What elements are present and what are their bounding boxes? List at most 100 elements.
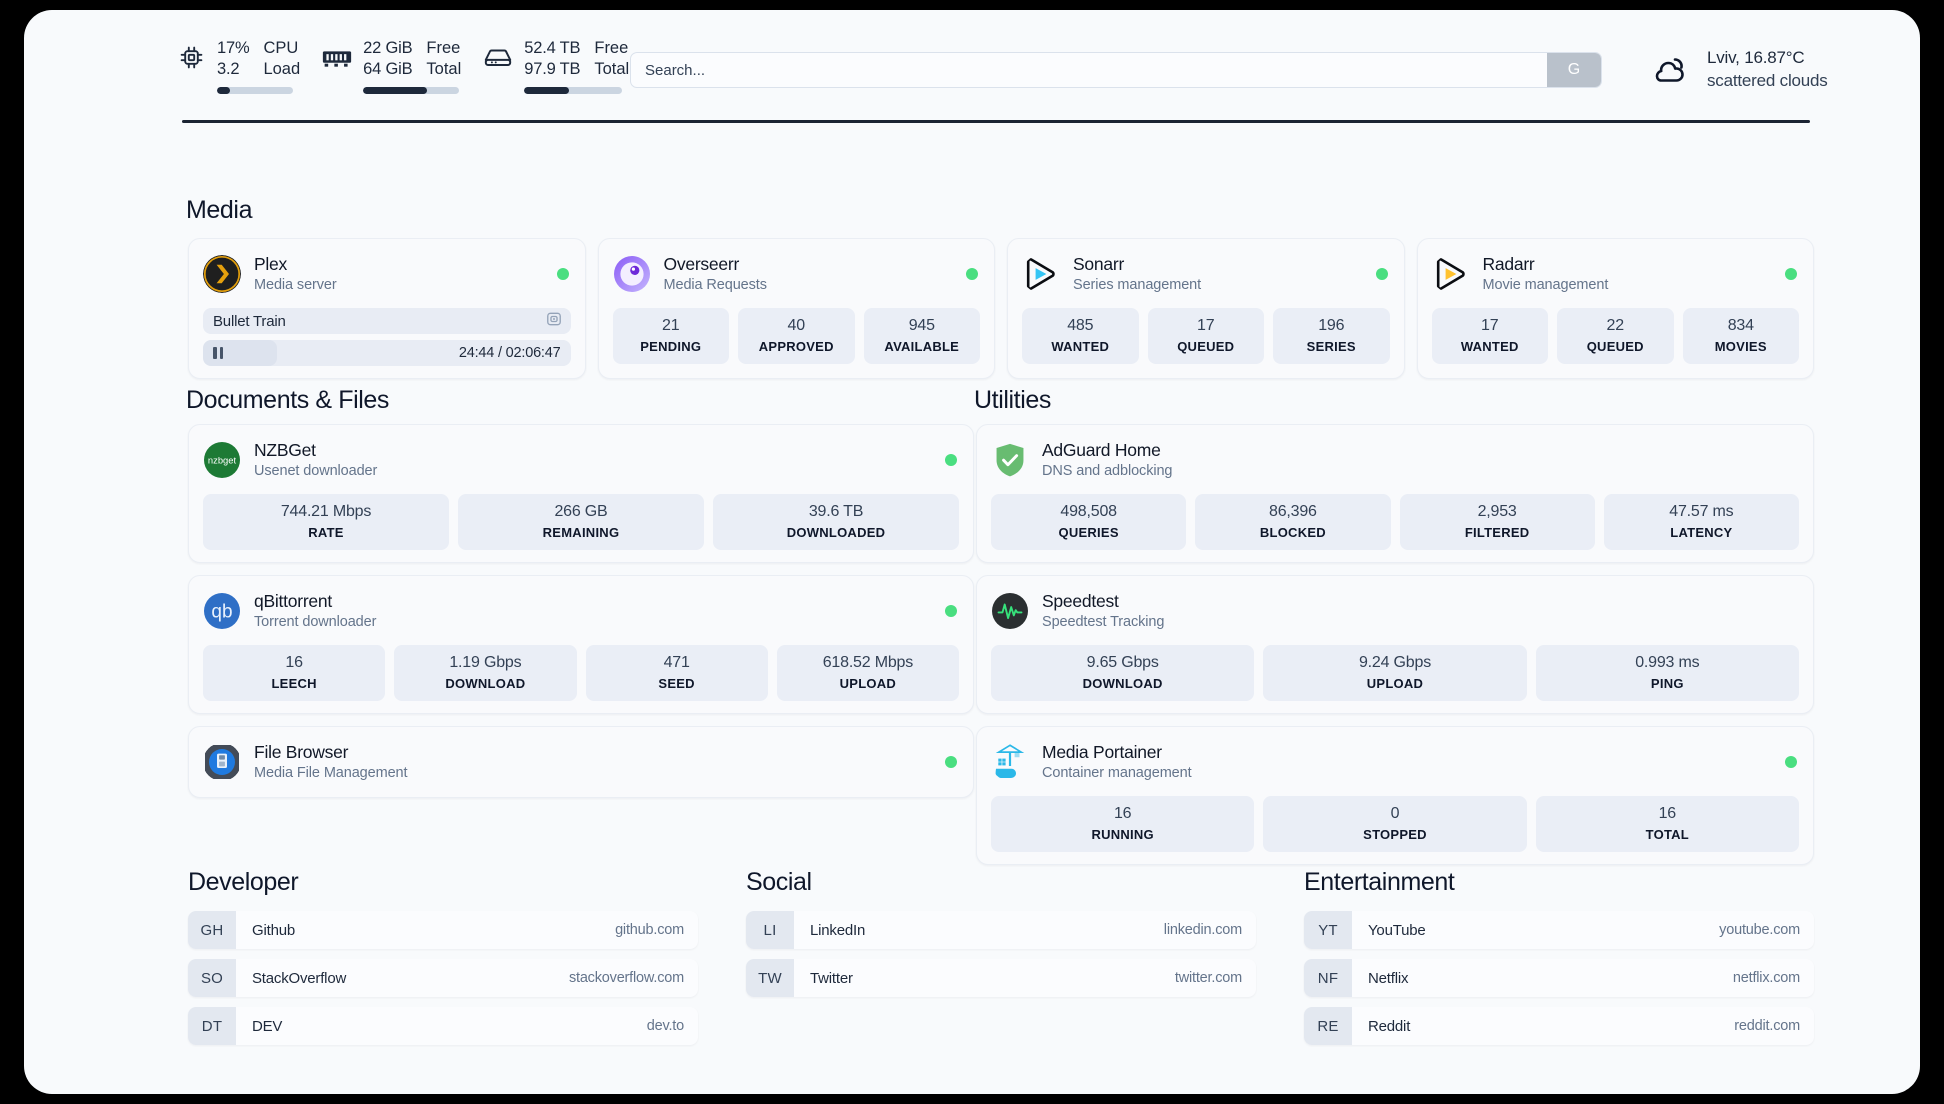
bookmark-row[interactable]: SO StackOverflow stackoverflow.com [188, 959, 698, 997]
widget-label-2: Total [594, 60, 630, 78]
bookmark-row[interactable]: TW Twitter twitter.com [746, 959, 1256, 997]
search-input[interactable] [631, 53, 1547, 87]
stat-value: 17 [1197, 317, 1215, 334]
radarr-logo-icon [1432, 255, 1470, 293]
search-bar[interactable]: G [630, 52, 1602, 88]
stat-label: DOWNLOADED [786, 525, 886, 540]
stat-tile[interactable]: 618.52 Mbps UPLOAD [776, 645, 959, 701]
stat-tile[interactable]: 17 QUEUED [1147, 308, 1264, 364]
stat-tile[interactable]: 1.19 Gbps DOWNLOAD [394, 645, 577, 701]
header-divider [182, 120, 1810, 123]
status-badge [1785, 268, 1797, 280]
stat-label: QUERIES [1058, 525, 1119, 540]
service-card[interactable]: Speedtest Speedtest Tracking 9.65 Gbps DOWN… [976, 575, 1814, 714]
stat-tile[interactable]: 498,508 QUERIES [991, 494, 1187, 550]
stat-value: 21 [662, 317, 680, 334]
stat-tile[interactable]: 2,953 FILTERED [1399, 494, 1595, 550]
weather-condition: scattered clouds [1707, 71, 1828, 90]
stat-tile[interactable]: 16 LEECH [203, 645, 386, 701]
service-subtitle: Media Requests [663, 277, 767, 293]
bookmark-row[interactable]: YT YouTube youtube.com [1304, 911, 1814, 949]
plex-logo-icon [203, 255, 241, 293]
pause-icon[interactable] [213, 347, 223, 359]
service-card-header: Speedtest Speedtest Tracking [991, 588, 1799, 634]
status-badge [556, 268, 569, 280]
service-card-header: Media Portainer Container management [991, 739, 1799, 785]
memory-stick-icon [322, 40, 352, 74]
widget-progress-bar [363, 87, 460, 94]
stat-tile[interactable]: 471 SEED [585, 645, 768, 701]
service-subtitle: Container management [1042, 765, 1192, 781]
stat-tile[interactable]: 16 RUNNING [991, 796, 1255, 852]
bookmark-row[interactable]: LI LinkedIn linkedin.com [746, 911, 1256, 949]
stat-tile[interactable]: 0.993 ms PING [1535, 645, 1799, 701]
playback-progress-bar[interactable]: 24:44 / 02:06:47 [203, 340, 571, 366]
stat-tile[interactable]: 9.65 Gbps DOWNLOAD [991, 645, 1255, 701]
stat-tile[interactable]: 834 MOVIES [1682, 308, 1799, 364]
service-card[interactable]: Overseerr Media Requests 21 PENDING 40 APPROV… [597, 238, 995, 379]
bookmark-row[interactable]: NF Netflix netflix.com [1304, 959, 1814, 997]
stat-label: SERIES [1306, 339, 1356, 354]
bookmark-group: Social LI LinkedIn linkedin.com TW Twitter twi… [746, 868, 1256, 1045]
service-card[interactable]: AdGuard Home DNS and adblocking 498,508 QUE… [976, 424, 1814, 563]
now-playing-title: Bullet Train [213, 312, 286, 330]
service-name: Media Portainer [1042, 742, 1162, 762]
stat-value: 196 [1318, 317, 1345, 334]
stat-tile[interactable]: 39.6 TB DOWNLOADED [713, 494, 959, 550]
section-title-utilities: Utilities [974, 386, 1051, 414]
stat-tile[interactable]: 0 STOPPED [1263, 796, 1527, 852]
stat-tile[interactable]: 266 GB REMAINING [458, 494, 704, 550]
status-badge [1375, 268, 1388, 280]
stat-value: 498,508 [1060, 503, 1117, 520]
service-card[interactable]: nzbget NZBGet Usenet downloader 744.21 Mbp… [188, 424, 974, 563]
stat-label: QUEUED [1586, 339, 1644, 354]
service-card[interactable]: Media Portainer Container management 16 RUN… [976, 726, 1814, 865]
service-card[interactable]: Plex Media server Bullet Train 24:44 / 02:… [188, 238, 586, 379]
system-widget-hard-drive: 52.4 TB 97.9 TB Free Total [483, 38, 629, 94]
bookmark-row[interactable]: GH Github github.com [188, 911, 698, 949]
stat-label: LEECH [271, 676, 317, 691]
stat-tile[interactable]: 40 APPROVED [738, 308, 855, 364]
service-stats: 16 RUNNING 0 STOPPED 16 TOTAL [991, 796, 1799, 852]
stat-tile[interactable]: 86,396 BLOCKED [1195, 494, 1391, 550]
stat-label: AVAILABLE [884, 339, 960, 354]
bookmark-name: DEV [252, 1017, 283, 1035]
bookmark-url: netflix.com [1732, 970, 1800, 986]
stat-label: WANTED [1051, 339, 1110, 354]
stat-tile[interactable]: 21 PENDING [612, 308, 729, 364]
bookmark-row[interactable]: RE Reddit reddit.com [1304, 1007, 1814, 1045]
service-card-header: nzbget NZBGet Usenet downloader [203, 437, 959, 483]
bookmark-url: stackoverflow.com [568, 970, 684, 986]
stat-tile[interactable]: 47.57 ms LATENCY [1603, 494, 1799, 550]
stat-label: RATE [308, 525, 344, 540]
stat-value: 16 [285, 654, 303, 671]
stat-tile[interactable]: 945 AVAILABLE [863, 308, 980, 364]
stat-tile[interactable]: 9.24 Gbps UPLOAD [1263, 645, 1527, 701]
service-name: NZBGet [254, 440, 316, 460]
stat-tile[interactable]: 16 TOTAL [1535, 796, 1799, 852]
widget-progress-bar [217, 87, 293, 94]
stat-value: 834 [1727, 317, 1754, 334]
widget-value-1: 22 GiB [363, 39, 413, 57]
stat-tile[interactable]: 17 WANTED [1431, 308, 1548, 364]
search-provider-button[interactable]: G [1547, 53, 1601, 87]
service-card[interactable]: Radarr Movie management 17 WANTED 22 QUEUED 83… [1416, 238, 1814, 379]
stat-tile[interactable]: 22 QUEUED [1557, 308, 1674, 364]
bookmark-row[interactable]: DT DEV dev.to [188, 1007, 698, 1045]
stat-value: 945 [908, 317, 935, 334]
bookmark-name: YouTube [1368, 921, 1426, 939]
service-card[interactable]: File Browser Media File Management [188, 726, 974, 798]
service-subtitle: Media server [254, 277, 337, 293]
service-card[interactable]: Sonarr Series management 485 WANTED 17 QUEUED… [1007, 238, 1405, 379]
stat-tile[interactable]: 485 WANTED [1022, 308, 1139, 364]
hard-drive-icon [483, 40, 513, 74]
stat-tile[interactable]: 744.21 Mbps RATE [203, 494, 449, 550]
stat-value: 485 [1067, 317, 1094, 334]
bookmark-url: dev.to [646, 1018, 684, 1034]
stat-value: 618.52 Mbps [822, 654, 914, 671]
stat-tile[interactable]: 196 SERIES [1273, 308, 1390, 364]
stat-value: 16 [1658, 805, 1677, 822]
status-badge [945, 605, 957, 617]
service-card[interactable]: qb qBittorrent Torrent downloader 16 LEECH 1… [188, 575, 974, 714]
stat-value: 47.57 ms [1669, 503, 1734, 520]
